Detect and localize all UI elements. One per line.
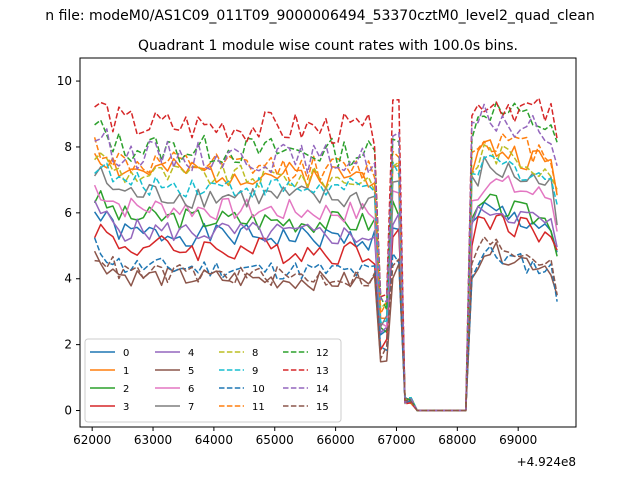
series-line-10 (93, 237, 558, 412)
legend-label-0: 0 (123, 348, 129, 359)
legend-label-14: 14 (316, 384, 329, 395)
x-tick-label: 66000 (317, 433, 355, 447)
series-line-12 (94, 101, 558, 412)
series-line-8 (94, 144, 558, 412)
series-line-6 (93, 175, 558, 412)
legend-label-2: 2 (123, 384, 129, 395)
axes-frame (79, 57, 577, 428)
legend-box (84, 338, 342, 423)
series-line-15 (94, 236, 558, 412)
y-tick-label: 4 (64, 272, 72, 286)
series-line-9 (94, 154, 558, 412)
y-tick-label: 8 (64, 140, 72, 154)
legend-label-13: 13 (316, 366, 329, 377)
legend-label-5: 5 (188, 366, 194, 377)
legend-label-8: 8 (252, 348, 258, 359)
legend-label-10: 10 (252, 384, 265, 395)
series-line-2 (93, 190, 558, 412)
x-tick-label: 62000 (73, 433, 111, 447)
legend-label-11: 11 (252, 402, 265, 413)
figure-suptitle: n file: modeM0/AS1C09_011T09_9000006494_… (45, 8, 594, 24)
legend-label-12: 12 (316, 348, 329, 359)
legend-label-7: 7 (188, 402, 194, 413)
x-tick-label: 64000 (195, 433, 233, 447)
legend-label-3: 3 (123, 402, 129, 413)
y-tick-label: 0 (64, 404, 72, 418)
x-tick-label: 68000 (438, 433, 476, 447)
x-tick-label: 65000 (256, 433, 294, 447)
y-tick-label: 6 (64, 206, 72, 220)
legend-label-4: 4 (188, 348, 194, 359)
legend-label-15: 15 (316, 402, 329, 413)
x-axis-offset-label: +4.924e8 (517, 455, 576, 469)
x-axis: 62000 63000 64000 65000 66000 67000 68000 69000 (73, 427, 537, 447)
x-tick-label: 63000 (134, 433, 172, 447)
y-axis: 0 2 4 6 8 10 (57, 74, 80, 418)
y-tick-label: 10 (57, 74, 72, 88)
y-tick-label: 2 (64, 338, 72, 352)
series-line-11 (93, 132, 558, 412)
legend-label-6: 6 (188, 384, 194, 395)
x-tick-label: 69000 (499, 433, 537, 447)
series-line-4 (93, 200, 558, 412)
legend-label-1: 1 (123, 366, 129, 377)
chart-title: Quadrant 1 module wise count rates with … (138, 38, 518, 54)
x-tick-label: 67000 (377, 433, 415, 447)
series-line-14 (94, 103, 558, 412)
series-line-13 (94, 97, 558, 412)
series-line-5 (93, 241, 558, 412)
series-line-3 (93, 213, 558, 412)
series-layer (93, 97, 558, 412)
legend-label-9: 9 (252, 366, 258, 377)
